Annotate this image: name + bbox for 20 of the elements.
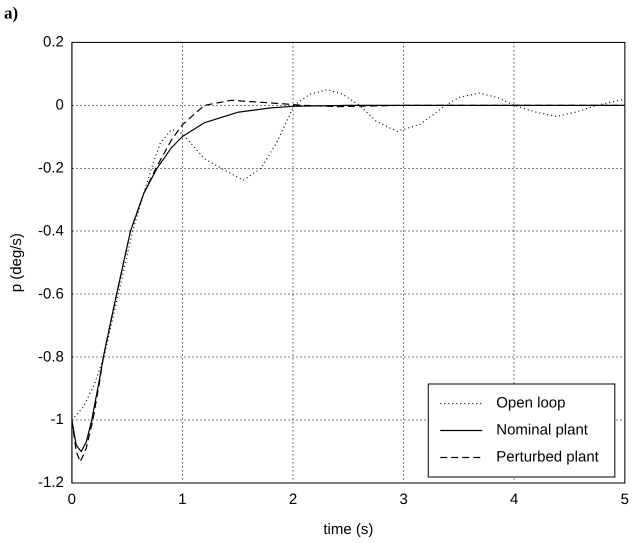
y-tick-label: -0.8 [38,348,64,366]
legend-label: Open loop [496,394,566,412]
x-axis-title: time (s) [323,521,374,538]
x-tick-label: 5 [620,491,629,508]
y-tick-label: 0 [56,96,64,114]
y-tick-label: -1 [50,411,64,428]
x-tick-label: 3 [399,491,408,508]
legend-label: Perturbed plant [496,448,600,466]
y-tick-label: -1.2 [38,474,64,492]
y-tick-label: -0.2 [38,159,64,176]
x-tick-label: 4 [510,491,518,508]
legend-label: Nominal plant [496,422,589,439]
x-tick-label: 1 [178,491,187,508]
y-axis-title: p (deg/s) [8,233,26,292]
chart-title: a) [4,4,18,23]
x-tick-label: 2 [288,491,298,508]
y-tick-label: -0.4 [38,222,64,240]
y-tick-label: 0.2 [42,34,64,51]
y-tick-label: -0.6 [38,285,64,302]
x-tick-label: 0 [68,491,76,508]
